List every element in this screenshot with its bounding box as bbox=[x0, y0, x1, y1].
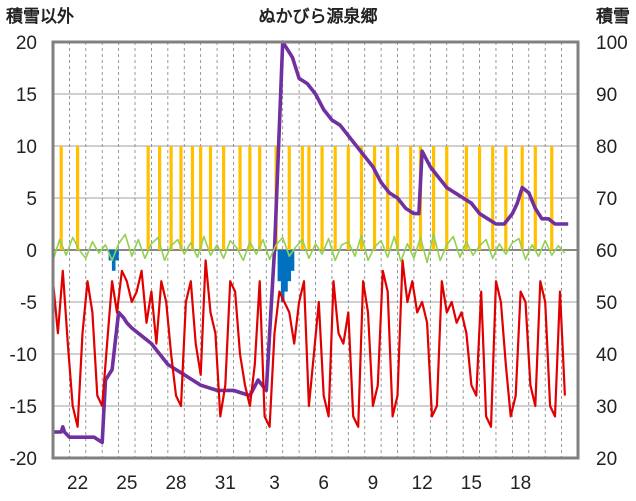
bar-mark bbox=[199, 146, 203, 250]
bar-mark bbox=[169, 146, 173, 250]
bar-mark bbox=[287, 146, 291, 250]
y-right-tick-label: 20 bbox=[596, 449, 617, 470]
bar-mark bbox=[208, 146, 213, 250]
grid-layer bbox=[53, 42, 578, 458]
bar-mark bbox=[333, 146, 337, 250]
right-axis-label: 積雪 bbox=[596, 6, 630, 27]
bar-mark bbox=[386, 146, 390, 250]
bar-mark bbox=[550, 146, 554, 250]
bar-mark bbox=[409, 146, 413, 250]
ticks-layer: 20151050-5-10-15-20100908070605040302022… bbox=[10, 33, 628, 494]
y-left-tick-label: 20 bbox=[16, 33, 37, 54]
bar-mark bbox=[222, 146, 226, 250]
bar-mark bbox=[504, 146, 508, 250]
bar-mark bbox=[346, 146, 350, 250]
bar-mark bbox=[477, 146, 482, 250]
bar-mark bbox=[307, 146, 311, 250]
left-axis-label: 積雪以外 bbox=[6, 6, 74, 27]
x-tick-label: 31 bbox=[215, 473, 236, 494]
series-line bbox=[51, 259, 566, 428]
x-tick-label: 9 bbox=[368, 473, 379, 494]
bar-mark bbox=[111, 250, 116, 271]
y-right-tick-label: 70 bbox=[596, 189, 617, 210]
y-left-tick-label: -20 bbox=[10, 449, 37, 470]
bar-mark bbox=[158, 146, 162, 250]
x-tick-label: 3 bbox=[269, 473, 280, 494]
y-right-tick-label: 40 bbox=[596, 345, 617, 366]
bar-mark bbox=[190, 146, 195, 250]
lines-layer bbox=[51, 40, 569, 445]
frame-layer bbox=[51, 40, 580, 460]
x-tick-label: 22 bbox=[67, 473, 88, 494]
bar-mark bbox=[179, 146, 183, 250]
bar-mark bbox=[491, 146, 495, 250]
x-tick-label: 15 bbox=[461, 473, 482, 494]
y-left-tick-label: 5 bbox=[26, 189, 37, 210]
y-right-tick-label: 100 bbox=[596, 33, 628, 54]
bar-mark bbox=[372, 146, 377, 250]
bar-mark bbox=[284, 250, 288, 292]
x-tick-label: 6 bbox=[318, 473, 329, 494]
bar-mark bbox=[359, 146, 364, 250]
bar-mark bbox=[248, 146, 252, 250]
x-tick-label: 18 bbox=[510, 473, 531, 494]
y-left-tick-label: -10 bbox=[10, 345, 37, 366]
bar-mark bbox=[59, 146, 63, 250]
y-right-tick-label: 50 bbox=[596, 293, 617, 314]
bar-mark bbox=[258, 146, 262, 250]
y-left-tick-label: 10 bbox=[16, 137, 37, 158]
x-tick-label: 12 bbox=[412, 473, 433, 494]
bar-mark bbox=[520, 146, 524, 250]
y-left-tick-label: -15 bbox=[10, 397, 37, 418]
x-tick-label: 25 bbox=[116, 473, 137, 494]
y-right-tick-label: 90 bbox=[596, 85, 617, 106]
y-right-tick-label: 30 bbox=[596, 397, 617, 418]
bar-mark bbox=[287, 250, 292, 282]
y-left-tick-label: -5 bbox=[20, 293, 37, 314]
y-left-tick-label: 15 bbox=[16, 85, 37, 106]
bar-mark bbox=[76, 146, 80, 250]
bar-mark bbox=[432, 146, 436, 250]
plot-frame bbox=[51, 40, 580, 460]
series-line bbox=[53, 40, 569, 445]
bar-mark bbox=[320, 146, 324, 250]
x-tick-label: 28 bbox=[165, 473, 186, 494]
bar-mark bbox=[146, 146, 150, 250]
bar-mark bbox=[533, 146, 537, 250]
bar-mark bbox=[300, 146, 304, 250]
y-right-tick-label: 80 bbox=[596, 137, 617, 158]
bar-mark bbox=[280, 250, 285, 302]
y-left-tick-label: 0 bbox=[26, 241, 37, 262]
y-right-tick-label: 60 bbox=[596, 241, 617, 262]
bar-mark bbox=[115, 250, 119, 261]
chart-title: ぬかびら源泉郷 bbox=[259, 6, 378, 27]
bar-mark bbox=[277, 250, 282, 282]
bar-mark bbox=[238, 146, 242, 250]
bar-mark bbox=[445, 146, 449, 250]
bar-mark bbox=[290, 250, 295, 271]
series-line bbox=[52, 233, 566, 264]
